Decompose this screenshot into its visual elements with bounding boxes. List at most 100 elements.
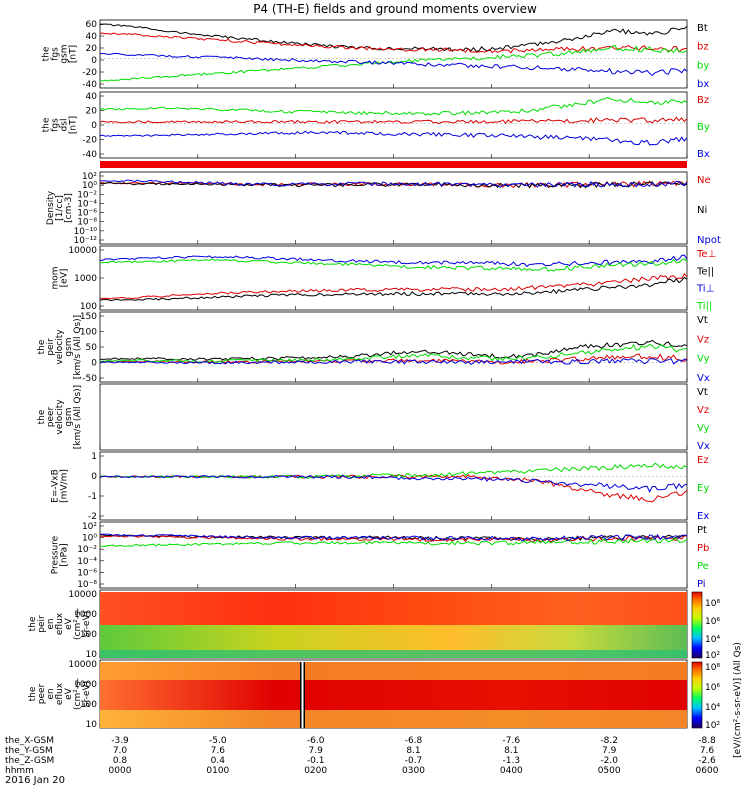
ylabel-line: en xyxy=(46,688,56,699)
series-Pe xyxy=(99,537,688,547)
series-Ey xyxy=(99,462,688,479)
eflux-ion-spectrogram xyxy=(100,592,687,658)
panel-2: Density [1/cc] [cm-3]10²10⁰10⁻²10⁻⁴10⁻⁶10⁻… xyxy=(46,171,688,246)
ylabel-line: gsm xyxy=(64,337,74,356)
ylabel-line: sr-eV) xyxy=(82,681,92,707)
legend-Pb: Pb xyxy=(697,543,709,554)
orbit-value: -6.0 xyxy=(307,736,325,746)
ylabel-line: Pressure xyxy=(51,535,61,574)
ytick-label: 1000 xyxy=(74,680,97,690)
legend-Vy: Vy xyxy=(697,423,710,434)
ylabel-line: the xyxy=(37,409,47,424)
legend-Vz: Vz xyxy=(697,334,709,345)
legend-Vx: Vx xyxy=(697,441,710,452)
orbit-value: 0100 xyxy=(206,766,229,776)
series-by xyxy=(99,44,688,82)
orbit-value: 0500 xyxy=(598,766,621,776)
orbit-value: 0600 xyxy=(696,766,719,776)
orbit-value: 7.9 xyxy=(602,746,617,756)
ytick-label: 1000 xyxy=(74,610,97,620)
cb-ion-tick-2: 10⁴ xyxy=(705,635,720,645)
ylabel-line: the xyxy=(28,616,38,631)
ytick-label: 10⁻⁶ xyxy=(77,568,97,578)
ylabel-line: (cm²-s- xyxy=(73,608,83,640)
legend-Vt: Vt xyxy=(697,387,708,398)
ytick-label: 0 xyxy=(91,56,97,66)
orbit-row-label: the_Z-GSM xyxy=(5,756,54,766)
ylabel-line: velocity xyxy=(55,329,65,365)
ylabel-line: sr-eV) xyxy=(82,611,92,637)
cb-ion-tick-1: 10⁶ xyxy=(705,617,720,627)
legend-Bx: Bx xyxy=(697,149,710,160)
ytick-label: 10⁻² xyxy=(77,545,97,555)
ytick-label: -50 xyxy=(82,374,97,384)
ytick-label: 10000 xyxy=(68,246,97,256)
legend-Bt: Bt xyxy=(697,23,708,34)
legend-Ni: Ni xyxy=(697,205,707,216)
orbit-value: 7.9 xyxy=(309,746,324,756)
cb-ion-tick-0: 10⁸ xyxy=(705,599,720,609)
ylabel-line: [eV] xyxy=(60,269,70,288)
legend-Vy: Vy xyxy=(697,354,710,365)
ytick-label: 1 xyxy=(91,452,97,462)
series-bx xyxy=(99,52,688,77)
series-By xyxy=(99,97,688,116)
ylabel-line: the xyxy=(42,46,52,61)
ytick-label: 10⁻⁴ xyxy=(77,557,97,567)
series-Ti⊥ xyxy=(99,254,688,268)
series-Ez xyxy=(99,474,688,503)
cb-ele-tick-1: 10⁶ xyxy=(705,683,720,693)
ylabel-line: fgs xyxy=(51,118,61,132)
orbit-value: 8.1 xyxy=(504,746,518,756)
legend-Vx: Vx xyxy=(697,373,710,384)
legend-Ey: Ey xyxy=(697,483,709,494)
ytick-label: 10 xyxy=(86,650,98,660)
ytick-label: 10⁻⁸ xyxy=(77,580,97,590)
panel-frame xyxy=(99,91,688,159)
ytick-label: 10000 xyxy=(68,660,97,670)
ylabel-line: Density xyxy=(46,190,56,225)
ylabel-line: [mV/m] xyxy=(60,469,70,503)
ylabel-line: en xyxy=(46,618,56,629)
panel-frame xyxy=(99,245,688,311)
orbit-value: 0300 xyxy=(402,766,425,776)
panel-frame xyxy=(99,383,688,451)
series-Te|| xyxy=(99,276,688,302)
ytick-label: 10⁻⁴ xyxy=(77,199,97,209)
legend-Te⊥: Te⊥ xyxy=(696,249,716,260)
ytick-label: 20 xyxy=(86,107,98,117)
ytick-label: 40 xyxy=(86,32,98,42)
orbit-value: 0400 xyxy=(500,766,523,776)
panel-6: E=-VxB [mV/m] 1 0 -1 -2 xyxy=(51,451,688,522)
legend-bx: bx xyxy=(697,79,709,90)
legend-Vt: Vt xyxy=(697,315,708,326)
legends: Bt bz by bx Bz By Bx Ne Ni Npot Te⊥ Te|| Ti⊥ Ti|| Vt Vz… xyxy=(696,23,721,590)
ylabel-line: gsm xyxy=(64,407,74,426)
ylabel-line: [cm-3] xyxy=(64,193,74,223)
legend-Pi: Pi xyxy=(697,579,706,590)
orbit-value: -2.6 xyxy=(698,756,716,766)
ytick-label: 100 xyxy=(80,302,97,312)
orbit-value: -3.9 xyxy=(111,736,129,746)
ylabel-line: velocity xyxy=(55,399,65,435)
panel-4: the peir velocity gsm [km/s (All Qs)]150 100 5… xyxy=(37,311,688,384)
legend-Bz: Bz xyxy=(697,95,709,106)
legend-Ne: Ne xyxy=(697,175,711,186)
ylabel-line: eV xyxy=(64,687,74,700)
ylabel-line: [nT] xyxy=(69,45,79,63)
panel-1: the fgs dsl [nT] 40 20 0 -20 -40 xyxy=(42,91,688,160)
ytick-label: 10² xyxy=(82,172,97,182)
ylabel-line: eV xyxy=(64,617,74,630)
legend-Pt: Pt xyxy=(697,525,707,536)
orbit-value: 0000 xyxy=(109,766,132,776)
orbit-value: 7.0 xyxy=(113,746,128,756)
orbit-value: 7.6 xyxy=(700,746,715,756)
legend-bz: bz xyxy=(697,42,709,53)
ytick-label: 10⁰ xyxy=(82,534,97,544)
orbit-value: -0.7 xyxy=(405,756,423,766)
ylabel-line: peer xyxy=(46,406,56,427)
series-Ti|| xyxy=(99,258,688,272)
ytick-label: -1 xyxy=(88,492,97,502)
legend-Ez: Ez xyxy=(697,455,709,466)
